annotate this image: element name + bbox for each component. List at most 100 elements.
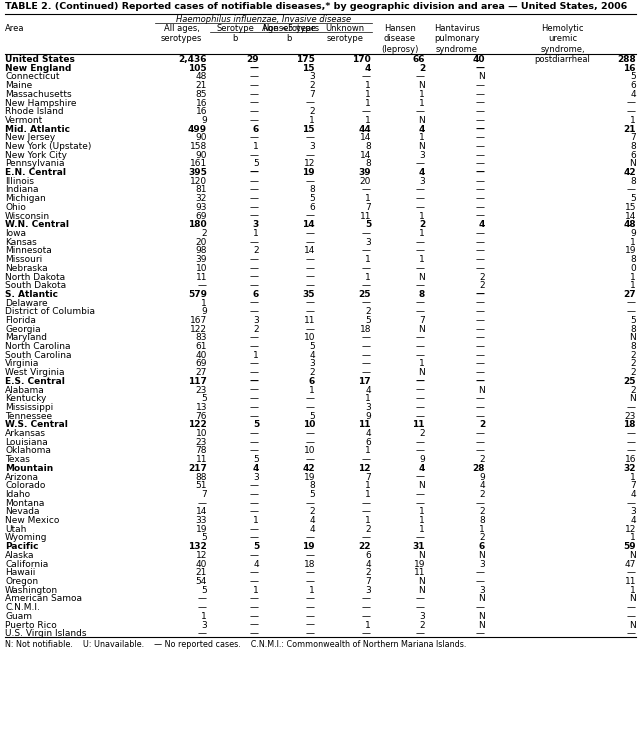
Text: 122: 122 — [188, 420, 207, 430]
Text: 28: 28 — [472, 464, 485, 473]
Text: Montana: Montana — [5, 498, 44, 508]
Text: 9: 9 — [201, 116, 207, 125]
Text: 117: 117 — [188, 377, 207, 386]
Text: Missouri: Missouri — [5, 255, 42, 264]
Text: 1: 1 — [365, 194, 371, 203]
Text: 1: 1 — [419, 133, 425, 142]
Text: W.S. Central: W.S. Central — [5, 420, 68, 430]
Text: 1: 1 — [630, 281, 636, 290]
Text: 167: 167 — [190, 316, 207, 325]
Text: —: — — [476, 151, 485, 160]
Text: New York City: New York City — [5, 151, 67, 160]
Text: —: — — [362, 359, 371, 368]
Text: 1: 1 — [419, 90, 425, 99]
Text: —: — — [362, 72, 371, 81]
Text: Ohio: Ohio — [5, 203, 26, 212]
Text: 15: 15 — [303, 64, 315, 72]
Text: 3: 3 — [365, 403, 371, 412]
Text: —: — — [416, 534, 425, 542]
Text: 2: 2 — [253, 325, 259, 334]
Text: 105: 105 — [188, 64, 207, 72]
Text: 44: 44 — [358, 124, 371, 134]
Text: 1: 1 — [365, 81, 371, 90]
Text: 579: 579 — [188, 290, 207, 299]
Text: N: N — [629, 621, 636, 630]
Text: 22: 22 — [358, 542, 371, 551]
Text: 5: 5 — [309, 342, 315, 351]
Text: Idaho: Idaho — [5, 490, 30, 499]
Text: N: N — [418, 325, 425, 334]
Text: 6: 6 — [309, 377, 315, 386]
Text: N: Not notifiable.    U: Unavailable.    — No reported cases.    C.N.M.I.: Commo: N: Not notifiable. U: Unavailable. — No … — [5, 640, 467, 649]
Text: —: — — [306, 264, 315, 273]
Text: 4: 4 — [310, 516, 315, 525]
Text: 5: 5 — [253, 160, 259, 168]
Text: —: — — [476, 630, 485, 638]
Text: 11: 11 — [413, 420, 425, 430]
Text: 1: 1 — [365, 116, 371, 125]
Text: Maryland: Maryland — [5, 333, 47, 343]
Text: 11: 11 — [196, 272, 207, 282]
Text: 10: 10 — [196, 429, 207, 438]
Text: 59: 59 — [624, 542, 636, 551]
Text: Pacific: Pacific — [5, 542, 38, 551]
Text: 1: 1 — [479, 525, 485, 534]
Text: 18: 18 — [303, 559, 315, 569]
Text: West Virginia: West Virginia — [5, 368, 65, 377]
Text: 7: 7 — [365, 577, 371, 586]
Text: —: — — [476, 429, 485, 438]
Text: —: — — [416, 238, 425, 247]
Text: —: — — [476, 160, 485, 168]
Text: 4: 4 — [365, 64, 371, 72]
Text: —: — — [416, 299, 425, 307]
Text: All ages,
serotypes: All ages, serotypes — [161, 24, 202, 43]
Text: 1: 1 — [365, 490, 371, 499]
Text: 8: 8 — [630, 342, 636, 351]
Text: —: — — [306, 403, 315, 412]
Text: 1: 1 — [253, 142, 259, 151]
Text: —: — — [416, 160, 425, 168]
Text: 8: 8 — [630, 255, 636, 264]
Text: Louisiana: Louisiana — [5, 438, 47, 447]
Text: TABLE 2. (Continued) Reported cases of notifiable diseases,* by geographic divis: TABLE 2. (Continued) Reported cases of n… — [5, 2, 628, 11]
Text: —: — — [250, 525, 259, 534]
Text: 6: 6 — [630, 81, 636, 90]
Text: 3: 3 — [309, 359, 315, 368]
Text: —: — — [416, 386, 425, 395]
Text: 2: 2 — [630, 359, 636, 368]
Text: —: — — [476, 316, 485, 325]
Text: 3: 3 — [479, 586, 485, 594]
Text: 29: 29 — [246, 55, 259, 64]
Text: 2: 2 — [630, 368, 636, 377]
Text: Indiana: Indiana — [5, 185, 38, 195]
Text: —: — — [627, 438, 636, 447]
Text: 13: 13 — [196, 403, 207, 412]
Text: 7: 7 — [201, 490, 207, 499]
Text: 4: 4 — [310, 351, 315, 360]
Text: —: — — [250, 307, 259, 316]
Text: —: — — [627, 307, 636, 316]
Text: Hantavirus
pulmonary
syndrome: Hantavirus pulmonary syndrome — [434, 24, 480, 53]
Text: 2: 2 — [479, 281, 485, 290]
Text: S. Atlantic: S. Atlantic — [5, 290, 58, 299]
Text: Utah: Utah — [5, 525, 26, 534]
Text: —: — — [250, 203, 259, 212]
Text: —: — — [306, 455, 315, 464]
Text: North Dakota: North Dakota — [5, 272, 65, 282]
Text: 2: 2 — [630, 351, 636, 360]
Text: 9: 9 — [201, 307, 207, 316]
Text: —: — — [198, 498, 207, 508]
Text: 7: 7 — [419, 316, 425, 325]
Text: 9: 9 — [365, 411, 371, 421]
Text: 2: 2 — [310, 368, 315, 377]
Text: —: — — [476, 168, 485, 177]
Text: —: — — [250, 594, 259, 603]
Text: —: — — [476, 107, 485, 116]
Text: 47: 47 — [624, 559, 636, 569]
Text: —: — — [362, 498, 371, 508]
Text: Mid. Atlantic: Mid. Atlantic — [5, 124, 70, 134]
Text: 1: 1 — [630, 586, 636, 594]
Text: —: — — [416, 594, 425, 603]
Text: 12: 12 — [196, 551, 207, 560]
Text: —: — — [476, 81, 485, 90]
